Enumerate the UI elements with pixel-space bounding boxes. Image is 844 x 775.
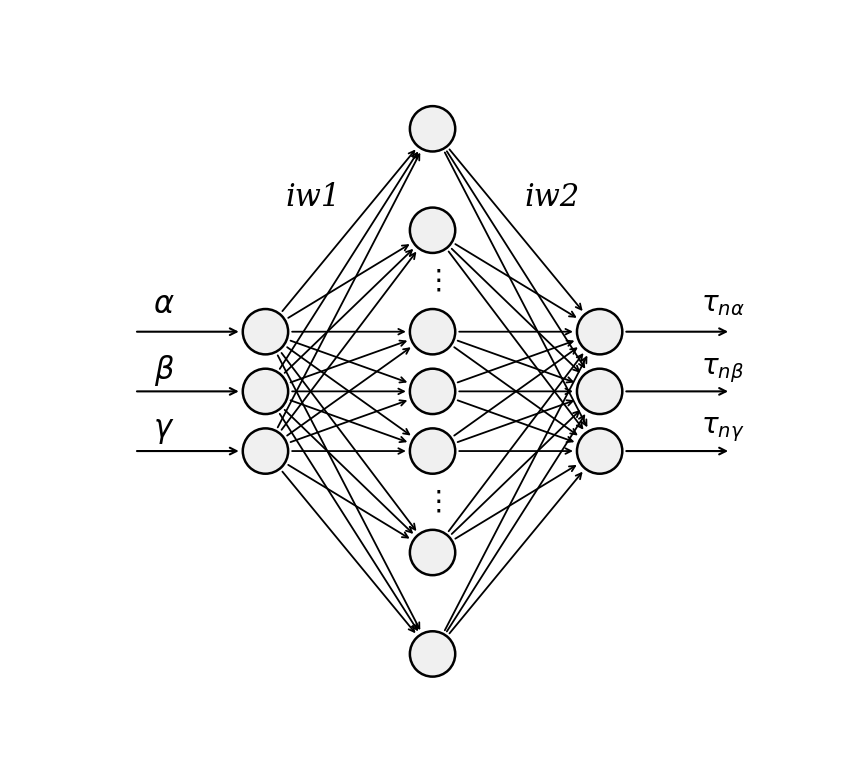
Circle shape <box>243 369 288 414</box>
Text: iw2: iw2 <box>524 182 580 213</box>
Text: $\tau_{n\beta}$: $\tau_{n\beta}$ <box>701 356 744 385</box>
Circle shape <box>577 369 622 414</box>
Circle shape <box>243 429 288 474</box>
Circle shape <box>410 429 455 474</box>
Text: $\vdots$: $\vdots$ <box>424 267 441 295</box>
Circle shape <box>410 309 455 354</box>
Text: $\alpha$: $\alpha$ <box>153 289 175 320</box>
Text: $\vdots$: $\vdots$ <box>424 487 441 516</box>
Text: $\tau_{n\alpha}$: $\tau_{n\alpha}$ <box>701 291 744 319</box>
Circle shape <box>410 106 455 151</box>
Circle shape <box>577 429 622 474</box>
Circle shape <box>410 632 455 677</box>
Text: $\beta$: $\beta$ <box>154 353 175 388</box>
Circle shape <box>577 309 622 354</box>
Circle shape <box>410 369 455 414</box>
Circle shape <box>243 309 288 354</box>
Circle shape <box>410 208 455 253</box>
Text: iw1: iw1 <box>285 182 341 213</box>
Circle shape <box>410 530 455 575</box>
Text: $\gamma$: $\gamma$ <box>154 415 175 446</box>
Text: $\tau_{n\gamma}$: $\tau_{n\gamma}$ <box>701 416 744 445</box>
